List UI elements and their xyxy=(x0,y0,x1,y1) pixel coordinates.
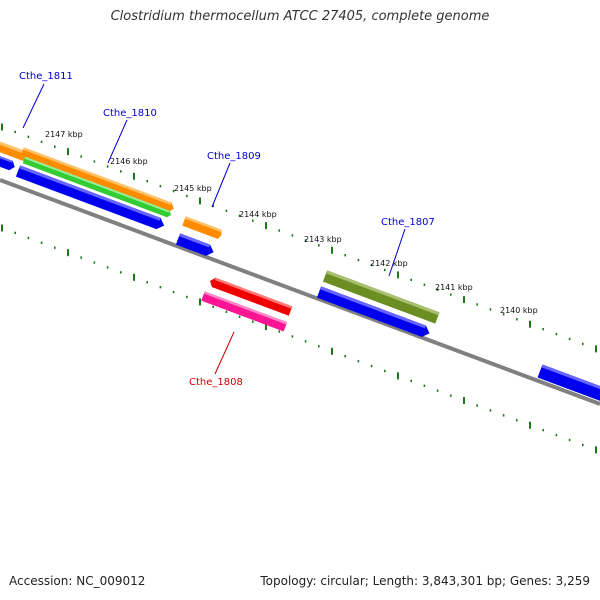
scale-label-2144: 2144 kbp xyxy=(239,210,277,219)
gene-blue-long-bar[interactable] xyxy=(15,165,166,231)
gene-cthe-1809-bar[interactable] xyxy=(182,216,223,239)
scale-label-2140: 2140 kbp xyxy=(500,306,538,315)
gene-label-cthe-1811[interactable]: Cthe_1811 xyxy=(19,71,73,82)
gene-label-cthe-1809[interactable]: Cthe_1809 xyxy=(207,151,261,162)
gene-blue-small-bar[interactable] xyxy=(175,233,216,258)
scale-label-2141: 2141 kbp xyxy=(435,283,473,292)
scale-label-2142: 2142 kbp xyxy=(370,259,408,268)
gene-cthe-1811-bar[interactable] xyxy=(0,138,31,163)
leader-line-cthe-1811 xyxy=(22,83,45,129)
gene-blue-right-bar[interactable] xyxy=(537,364,600,406)
leader-line-cthe-1807 xyxy=(388,228,406,277)
gene-blue-mid-bar[interactable] xyxy=(316,286,432,339)
leader-line-cthe-1808 xyxy=(214,331,235,375)
genome-summary-text: Topology: circular; Length: 3,843,301 bp… xyxy=(260,574,590,588)
gene-cthe-1808-red-bar[interactable] xyxy=(208,276,293,316)
map-title: Clostridium thermocellum ATCC 27405, com… xyxy=(110,9,490,24)
gene-cthe-1810-orange-bar[interactable] xyxy=(20,147,175,213)
gene-cthe-1808-pink-bar[interactable] xyxy=(201,291,288,332)
leader-line-cthe-1810 xyxy=(107,119,128,164)
scale-label-2147: 2147 kbp xyxy=(45,130,83,139)
gene-blue-left-bar[interactable] xyxy=(0,155,16,171)
gene-cthe-1807-bar[interactable] xyxy=(322,270,440,324)
gene-label-cthe-1810[interactable]: Cthe_1810 xyxy=(103,108,157,119)
genome-backbone xyxy=(0,178,600,406)
scale-label-2145: 2145 kbp xyxy=(174,184,212,193)
gene-cthe-1810-green-bar[interactable] xyxy=(22,156,173,219)
accession-text: Accession: NC_009012 xyxy=(9,574,146,588)
scale-label-2146: 2146 kbp xyxy=(110,157,148,166)
gene-label-cthe-1807[interactable]: Cthe_1807 xyxy=(381,217,435,228)
leader-line-cthe-1809 xyxy=(211,162,231,208)
lower-scale-ticks xyxy=(1,224,597,454)
scale-label-2143: 2143 kbp xyxy=(304,235,342,244)
upper-scale-ticks xyxy=(1,123,597,353)
gene-label-cthe-1808[interactable]: Cthe_1808 xyxy=(189,377,243,388)
